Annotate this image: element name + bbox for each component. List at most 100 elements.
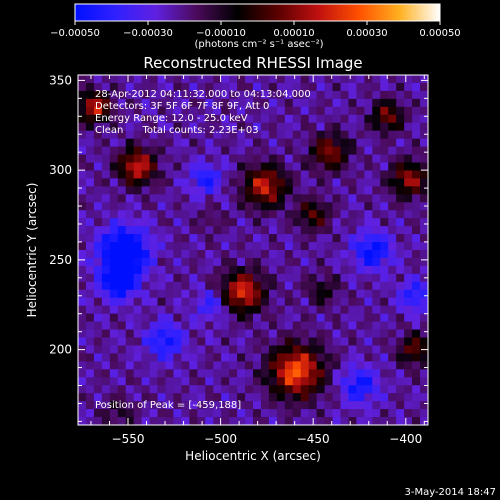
heatmap-cell — [380, 385, 389, 394]
heatmap-cell — [93, 329, 103, 338]
heatmap-cell — [364, 329, 373, 338]
heatmap-cell — [332, 226, 341, 235]
heatmap-cell — [78, 122, 87, 131]
y-tick-label: 350 — [49, 73, 72, 87]
heatmap-cell — [133, 369, 142, 378]
heatmap-cell — [324, 377, 333, 386]
heatmap-cell — [117, 98, 127, 108]
heatmap-cell — [284, 273, 294, 283]
heatmap-cell — [181, 98, 190, 108]
heatmap-cell — [205, 369, 214, 378]
heatmap-cell — [412, 170, 421, 179]
heatmap-cell — [141, 186, 150, 195]
heatmap-cell — [292, 75, 302, 84]
heatmap-cell — [260, 305, 270, 314]
heatmap-cell — [364, 114, 373, 124]
heatmap-cell — [245, 265, 254, 275]
heatmap-cell — [276, 82, 286, 92]
heatmap-cell — [221, 226, 230, 235]
heatmap-cell — [133, 281, 142, 291]
heatmap-cell — [157, 321, 166, 330]
heatmap-cell — [364, 186, 373, 195]
heatmap-cell — [125, 321, 134, 330]
heatmap-cell — [109, 353, 119, 362]
heatmap-cell — [412, 265, 421, 275]
heatmap-cell — [173, 146, 182, 155]
heatmap-cell — [396, 186, 405, 195]
heatmap-cell — [237, 130, 246, 139]
heatmap-cell — [380, 162, 389, 171]
heatmap-cell — [213, 250, 222, 259]
heatmap-cell — [157, 337, 166, 346]
heatmap-cell — [380, 210, 389, 219]
heatmap-cell — [237, 385, 246, 394]
heatmap-cell — [165, 313, 174, 322]
heatmap-cell — [93, 194, 103, 203]
heatmap-cell — [205, 401, 214, 410]
heatmap-cell — [276, 361, 286, 370]
heatmap-cell — [125, 257, 134, 267]
heatmap-cell — [173, 297, 182, 306]
heatmap-cell — [109, 114, 119, 124]
heatmap-cell — [260, 146, 270, 155]
heatmap-cell — [364, 257, 373, 267]
heatmap-cell — [324, 82, 333, 92]
heatmap-cell — [149, 377, 158, 386]
heatmap-cell — [380, 130, 389, 139]
heatmap-cell — [364, 154, 373, 163]
heatmap-cell — [85, 98, 95, 108]
heatmap-cell — [181, 170, 190, 179]
heatmap-cell — [245, 82, 254, 92]
heatmap-cell — [412, 257, 421, 267]
heatmap-cell — [324, 146, 333, 155]
y-tick-label: 300 — [49, 163, 72, 177]
heatmap-cell — [348, 178, 357, 187]
heatmap-cell — [268, 186, 278, 195]
heatmap-cell — [404, 409, 413, 418]
heatmap-cell — [300, 194, 309, 203]
heatmap-cell — [292, 154, 302, 163]
heatmap-cell — [292, 401, 302, 410]
heatmap-cell — [109, 329, 119, 338]
heatmap-cell — [372, 273, 381, 283]
heatmap-cell — [276, 297, 286, 306]
heatmap-cell — [221, 297, 230, 306]
heatmap-cell — [237, 297, 246, 306]
heatmap-cell — [253, 321, 262, 330]
heatmap-cell — [189, 250, 198, 259]
heatmap-cell — [284, 257, 294, 267]
heatmap-cell — [141, 369, 150, 378]
heatmap-cell — [181, 377, 190, 386]
heatmap-cell — [372, 345, 381, 354]
heatmap-cell — [412, 377, 421, 386]
heatmap-cell — [229, 194, 238, 203]
heatmap-cell — [165, 377, 174, 386]
heatmap-cell — [348, 130, 357, 139]
heatmap-cell — [316, 75, 325, 84]
heatmap-cell — [157, 130, 166, 139]
heatmap-cell — [324, 297, 333, 306]
heatmap-cell — [348, 146, 357, 155]
heatmap-cell — [221, 353, 230, 362]
heatmap-cell — [165, 130, 174, 139]
heatmap-cell — [348, 401, 357, 410]
heatmap-cell — [205, 313, 214, 322]
heatmap-cell — [348, 321, 357, 330]
heatmap-cell — [324, 226, 333, 235]
heatmap-cell — [276, 242, 286, 251]
heatmap-cell — [237, 82, 246, 92]
heatmap-cell — [117, 75, 127, 84]
heatmap-cell — [221, 393, 230, 402]
heatmap-cell — [253, 273, 262, 283]
heatmap-cell — [78, 393, 87, 402]
heatmap-cell — [364, 361, 373, 370]
heatmap-cell — [205, 281, 214, 291]
heatmap-cell — [189, 289, 198, 299]
heatmap-cell — [268, 90, 278, 100]
heatmap-cell — [133, 297, 142, 306]
heatmap-cell — [308, 353, 317, 362]
heatmap-cell — [316, 393, 325, 402]
heatmap-cell — [197, 242, 206, 251]
heatmap-cell — [380, 90, 389, 100]
heatmap-cell — [165, 257, 174, 267]
